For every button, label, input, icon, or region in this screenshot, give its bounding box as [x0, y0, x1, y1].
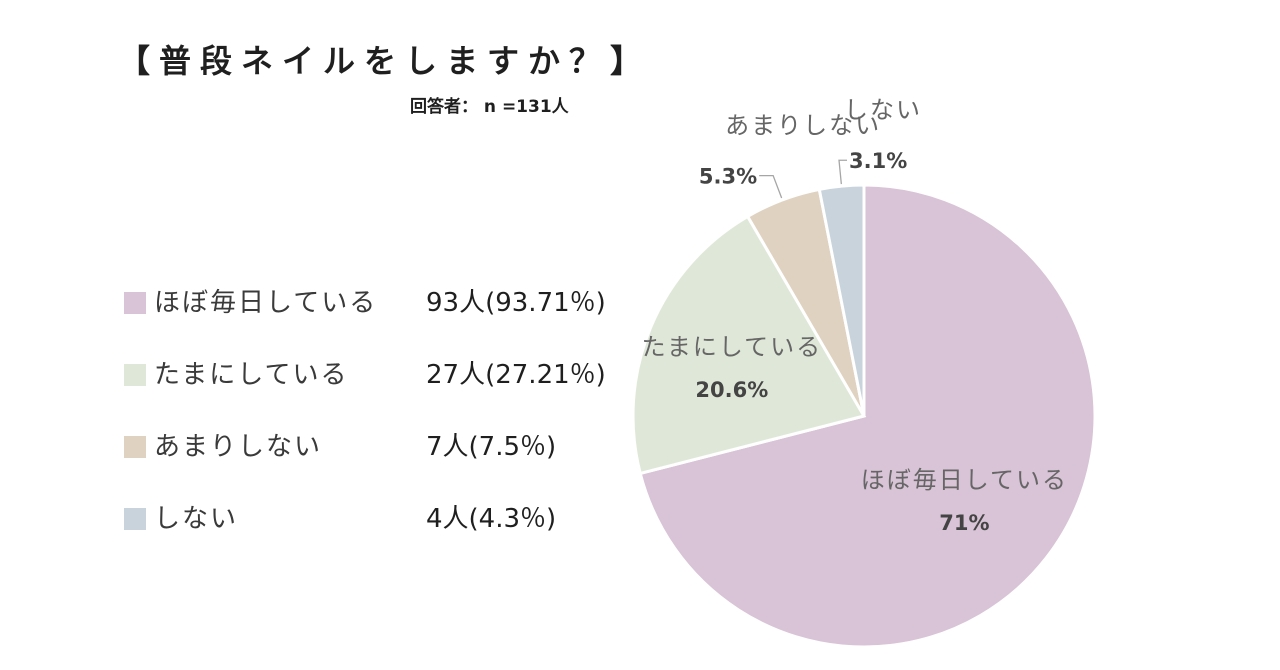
legend-item-rarely: あまりしない 7人(7.5％)	[124, 426, 644, 498]
legend-value-rarely: 7人(7.5％)	[426, 432, 557, 462]
pie-label-never: しない	[844, 96, 922, 124]
legend-item-never: しない 4人(4.3％)	[124, 498, 644, 570]
pie-value-daily: 71%	[939, 511, 989, 535]
pie-value-rarely: 5.3%	[699, 165, 757, 189]
pie-slice-sometimes	[631, 214, 867, 476]
legend-swatch-never	[124, 508, 146, 530]
pie-value-sometimes: 20.6%	[695, 378, 768, 402]
pie-label-rarely: あまりしない	[725, 112, 881, 140]
pie-value-never: 3.1%	[849, 149, 907, 173]
legend-value-sometimes: 27人(27.21％)	[426, 360, 606, 390]
pie-leader-rarely	[759, 174, 783, 199]
pie-label-sometimes: たまにしている	[642, 333, 823, 361]
legend-label-sometimes: たまにしている	[154, 360, 349, 390]
legend-value-daily: 93人(93.71％)	[426, 288, 606, 318]
legend: ほぼ毎日している 93人(93.71％) たまにしている 27人(27.21％)…	[124, 282, 644, 570]
respondent-count: 回答者： n =131人	[410, 97, 569, 117]
legend-value-never: 4人(4.3％)	[426, 504, 557, 534]
legend-swatch-rarely	[124, 436, 146, 458]
legend-swatch-sometimes	[124, 364, 146, 386]
legend-label-never: しない	[154, 504, 239, 534]
legend-item-sometimes: たまにしている 27人(27.21％)	[124, 354, 644, 426]
chart-title: 【普段ネイルをしますか？】	[118, 42, 652, 80]
legend-label-rarely: あまりしない	[154, 432, 323, 462]
pie-leader-never	[838, 159, 848, 185]
pie-label-daily: ほぼ毎日している	[861, 466, 1068, 494]
legend-swatch-daily	[124, 292, 146, 314]
pie-slice-daily	[638, 183, 1097, 649]
legend-label-daily: ほぼ毎日している	[154, 288, 378, 318]
legend-item-daily: ほぼ毎日している 93人(93.71％)	[124, 282, 644, 354]
pie-slice-never	[817, 183, 866, 417]
